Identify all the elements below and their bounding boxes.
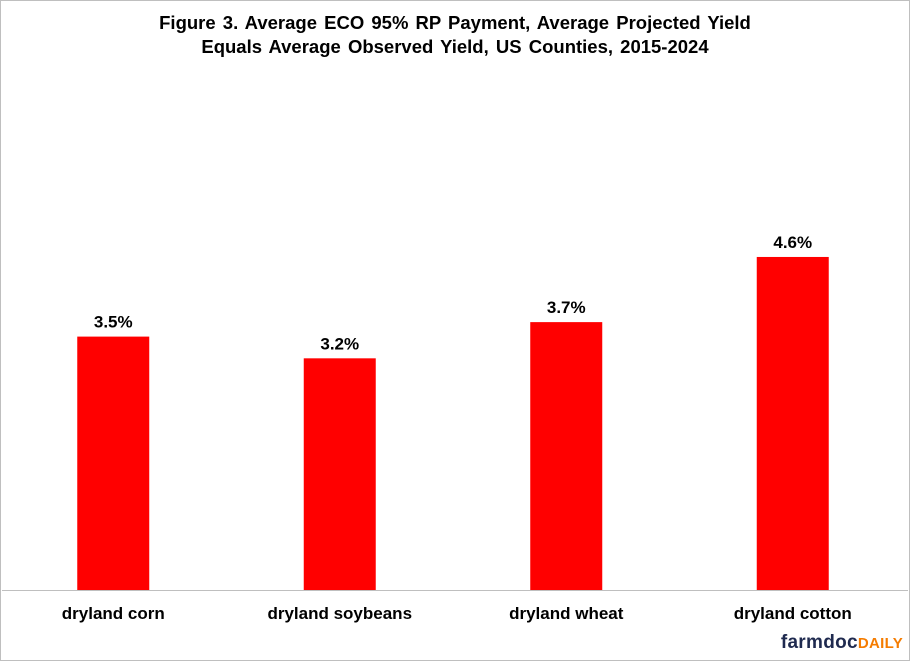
farmdoc-daily-logo: farmdocDAILY [781, 632, 903, 654]
data-label-1: 3.2% [320, 334, 359, 353]
bar-2 [530, 322, 603, 590]
data-label-0: 3.5% [94, 313, 133, 332]
category-label-3: dryland cotton [734, 604, 852, 623]
logo-daily: DAILY [857, 635, 903, 652]
data-label-3: 4.6% [773, 233, 812, 252]
bar-0 [77, 336, 150, 590]
category-label-1: dryland soybeans [267, 604, 412, 623]
category-label-2: dryland wheat [509, 604, 624, 623]
category-label-0: dryland corn [62, 604, 165, 623]
data-label-2: 3.7% [547, 298, 586, 317]
logo-farmdoc: farmdoc [780, 632, 858, 653]
bar-3 [756, 256, 829, 590]
bar-1 [303, 358, 376, 590]
chart-title: Figure 3. Average ECO 95% RP Payment, Av… [159, 12, 751, 57]
